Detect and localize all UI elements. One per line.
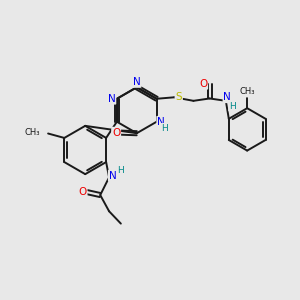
Text: N: N [109, 171, 116, 181]
Text: O: O [112, 128, 120, 138]
Text: N: N [224, 92, 231, 102]
Text: N: N [133, 77, 141, 87]
Text: N: N [157, 117, 165, 127]
Text: CH₃: CH₃ [24, 128, 40, 136]
Text: O: O [199, 79, 207, 89]
Text: N: N [108, 94, 116, 104]
Text: H: H [161, 124, 168, 133]
Text: S: S [176, 92, 182, 102]
Text: H: H [229, 102, 236, 111]
Text: O: O [79, 187, 87, 197]
Text: CH₃: CH₃ [239, 88, 255, 97]
Text: H: H [117, 167, 124, 176]
